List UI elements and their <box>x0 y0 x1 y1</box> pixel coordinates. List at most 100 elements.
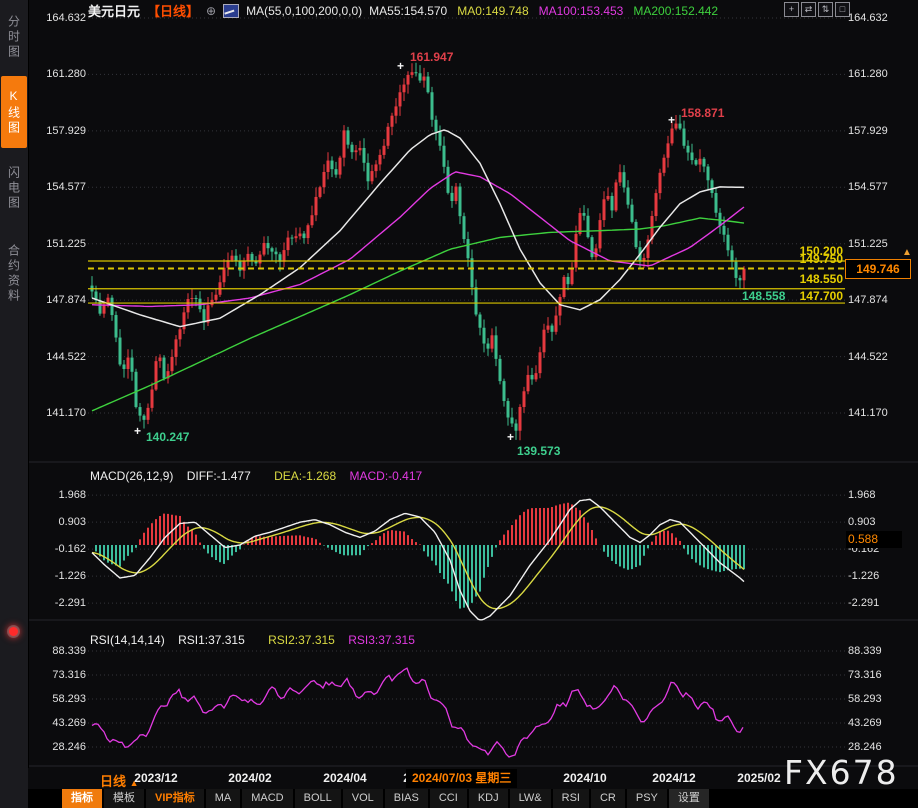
ma-line <box>91 129 745 328</box>
ma-values: MA55:154.570 MA0:149.748 MA100:153.453 MA20… <box>369 2 728 20</box>
live-flash-icon <box>9 627 18 636</box>
time-tick: 2024/12 <box>652 771 696 785</box>
macd-layer <box>95 502 745 609</box>
axis-zoom-y-icon[interactable]: ⇅ <box>818 2 833 17</box>
time-tick: 2024/10 <box>563 771 607 785</box>
time-tick: 2024/02 <box>228 771 272 785</box>
crosshair-icon[interactable]: + <box>784 2 799 17</box>
price-annotation: 161.947 <box>410 50 454 64</box>
axis-tick: 141.170 <box>46 407 86 419</box>
ma-value-2: MA100:153.453 <box>538 3 624 18</box>
rsi-title: RSI(14,14,14) <box>90 633 165 647</box>
support-line-label: 150.200 <box>799 244 843 258</box>
toolbar-item-RSI[interactable]: RSI <box>552 789 589 808</box>
support-line-label: 148.550 <box>799 272 843 286</box>
axis-tick: 144.522 <box>848 350 888 363</box>
axis-tick: 151.225 <box>46 237 86 250</box>
ma-line <box>91 217 745 412</box>
axis-tick: 28.246 <box>52 741 86 753</box>
axis-tick: -2.291 <box>848 597 880 610</box>
axis-tick: 73.316 <box>52 669 86 681</box>
rsi-header: RSI(14,14,14) RSI1:37.315 RSI2:37.315 RS… <box>90 633 425 647</box>
rsi1-value: RSI1:37.315 <box>178 633 245 647</box>
rsi3-value: RSI3:37.315 <box>348 633 415 647</box>
axis-tick: 58.293 <box>848 693 882 705</box>
axis-tick: 157.929 <box>46 124 86 137</box>
toolbar-item-指标[interactable]: 指标 <box>62 789 102 808</box>
indicator-toolbar: 指标 模板 VIP指标 MA MACD BOLL VOL BIAS CCI KDJ LW& RSI CR… <box>28 789 918 808</box>
extreme-cross-marker: + <box>397 59 405 73</box>
macd-crosshair-value: 0.588 <box>846 531 902 548</box>
watermark: FX678 <box>784 753 899 792</box>
extreme-cross-marker: + <box>134 424 142 438</box>
time-tick: 2024/04 <box>323 771 367 785</box>
axis-tick: 161.280 <box>848 68 888 81</box>
toolbar-item-MACD[interactable]: MACD <box>242 789 293 808</box>
axis-tick: -1.226 <box>848 570 880 583</box>
macd-diff-value: DIFF:-1.477 <box>186 469 251 483</box>
price-annotation: 139.573 <box>517 444 561 458</box>
axis-tick: 154.577 <box>46 181 86 194</box>
rsi-line <box>91 667 744 758</box>
toolbar-item-VIP指标[interactable]: VIP指标 <box>146 789 204 808</box>
axis-tick: 164.632 <box>848 12 888 24</box>
axis-tick: 164.632 <box>46 12 86 24</box>
ma-value-1: MA0:149.748 <box>457 3 529 18</box>
period-selector[interactable]: 日线 ▲ <box>100 774 139 789</box>
ma-settings-label: MA(55,0,100,200,0,0) <box>246 3 363 18</box>
axis-tick: 1.968 <box>848 489 876 502</box>
support-line-label: 149.750 <box>799 252 843 266</box>
toolbar-item-模板[interactable]: 模板 <box>104 789 144 808</box>
toolbar-item-KDJ[interactable]: KDJ <box>468 789 508 808</box>
price-up-arrow-icon: ▲ <box>902 247 912 258</box>
chart-header: 美元日元 【日线】 ⊕ MA(55,0,100,200,0,0) MA55:15… <box>28 0 918 19</box>
axis-tick: 147.874 <box>46 294 86 307</box>
last-price-box: 149.746 <box>845 259 911 279</box>
chart-type-icon[interactable] <box>223 3 240 18</box>
toolbar-item-BIAS[interactable]: BIAS <box>384 789 428 808</box>
macd-header: MACD(26,12,9) DIFF:-1.477 DEA:-1.268 MAC… <box>90 469 432 483</box>
price-annotation: 158.871 <box>681 106 725 120</box>
candles-layer <box>90 62 746 441</box>
macd-dea-value: DEA:-1.268 <box>274 469 337 483</box>
axis-tick: 43.269 <box>52 717 86 729</box>
rsi2-value: RSI2:37.315 <box>268 633 335 647</box>
axis-zoom-x-icon[interactable]: ⇄ <box>801 2 816 17</box>
toolbar-item-VOL[interactable]: VOL <box>342 789 383 808</box>
extreme-cross-marker: + <box>507 430 515 444</box>
toolbar-item-LW&[interactable]: LW& <box>509 789 551 808</box>
sidebar-tab-3[interactable]: 合约资料 <box>6 244 21 304</box>
axis-tick: 151.225 <box>848 237 888 250</box>
toolbar-item-设置[interactable]: 设置 <box>668 789 709 808</box>
axis-tick: -0.162 <box>54 543 86 556</box>
sidebar-tab-2[interactable]: 闪电图 <box>6 165 21 211</box>
sidebar-tab-0[interactable]: 分时图 <box>6 14 21 60</box>
header-toolbar: + ⇄ ⇅ □ <box>784 2 850 17</box>
axis-tick: 43.269 <box>848 717 882 729</box>
period-tag: 【日线】 <box>147 4 200 19</box>
axis-tick: 28.246 <box>848 741 882 753</box>
ma-value-3: MA200:152.442 <box>633 3 719 18</box>
price-annotation: 140.247 <box>146 430 190 444</box>
axis-tick: 161.280 <box>46 68 86 81</box>
symbol-title: 美元日元 <box>88 4 141 19</box>
axis-tick: 1.968 <box>58 489 86 502</box>
axis-tick: 0.903 <box>848 516 876 529</box>
time-tick: 2025/02 <box>737 771 781 785</box>
toolbar-item-MA[interactable]: MA <box>205 789 241 808</box>
axis-tick: -2.291 <box>54 597 86 610</box>
sidebar-tab-1[interactable]: K线图 <box>1 76 27 148</box>
toolbar-item-CR[interactable]: CR <box>590 789 625 808</box>
axis-tick: 141.170 <box>848 407 888 419</box>
toolbar-item-CCI[interactable]: CCI <box>429 789 467 808</box>
time-tick: 2023/12 <box>134 771 178 785</box>
axis-reset-icon[interactable]: □ <box>835 2 850 17</box>
add-indicator-icon[interactable]: ⊕ <box>206 3 217 18</box>
toolbar-item-PSY[interactable]: PSY <box>626 789 667 808</box>
low-price-tag: 148.558 <box>742 289 786 303</box>
toolbar-item-BOLL[interactable]: BOLL <box>294 789 341 808</box>
ma-value-0: MA55:154.570 <box>369 3 448 18</box>
crosshair-date-box: 2024/07/03 星期三 <box>406 769 518 788</box>
extreme-cross-marker: + <box>668 113 676 127</box>
